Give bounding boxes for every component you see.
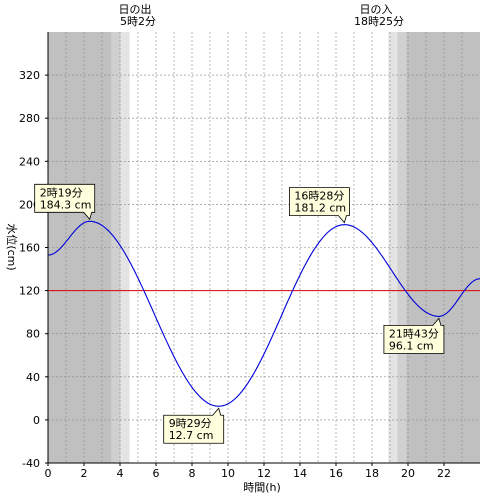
tide-curve-layer <box>48 220 481 407</box>
extreme-time-label: 9時29分 <box>169 417 212 430</box>
extreme-level-label: 184.3 cm <box>40 198 92 211</box>
extreme-level-label: 181.2 cm <box>294 202 346 215</box>
extreme-level-label: 96.1 cm <box>389 339 434 352</box>
extreme-level-label: 12.7 cm <box>169 429 214 442</box>
x-tick-label: 20 <box>401 467 415 480</box>
y-axis-title: 水位(cm) <box>5 223 19 270</box>
y-tick-label: 240 <box>19 155 40 168</box>
extreme-time-label: 21時43分 <box>389 327 439 340</box>
y-tick-label: 280 <box>19 112 40 125</box>
x-tick-label: 12 <box>257 467 271 480</box>
y-tick-label: 80 <box>26 328 40 341</box>
extreme-callout-box <box>383 317 445 354</box>
twilight-band-4 <box>397 32 407 463</box>
sunrise-title: 日の出 <box>119 2 152 16</box>
sunset-time: 18時25分 <box>354 15 404 28</box>
extreme-callout-box <box>34 183 96 221</box>
y-tick-label: -40 <box>22 457 40 470</box>
night-band-evening <box>406 32 480 463</box>
sunrise-time: 5時2分 <box>120 15 156 28</box>
y-tick-label: 0 <box>33 414 40 427</box>
x-axis-title: 時間(h) <box>243 481 281 494</box>
sunset-title: 日の入 <box>360 3 393 16</box>
x-tick-label: 0 <box>45 467 52 480</box>
y-tick-label: 40 <box>26 371 40 384</box>
x-tick-label: 14 <box>293 467 307 480</box>
x-tick-label: 22 <box>437 467 451 480</box>
x-tick-label: 16 <box>329 467 343 480</box>
x-tick-label: 6 <box>153 467 160 480</box>
x-tick-label: 2 <box>81 467 88 480</box>
y-tick-label: 160 <box>19 242 40 255</box>
extreme-callout-box <box>289 187 350 224</box>
x-tick-label: 8 <box>189 467 196 480</box>
y-tick-label: 320 <box>19 69 40 82</box>
tide-curve <box>48 220 481 407</box>
extreme-time-label: 2時19分 <box>40 186 83 199</box>
x-tick-label: 10 <box>221 467 235 480</box>
extreme-time-label: 16時28分 <box>294 190 344 203</box>
x-tick-label: 18 <box>365 467 379 480</box>
x-tick-label: 4 <box>117 467 124 480</box>
extreme-callout-box <box>163 407 225 444</box>
y-tick-label: 120 <box>19 285 40 298</box>
